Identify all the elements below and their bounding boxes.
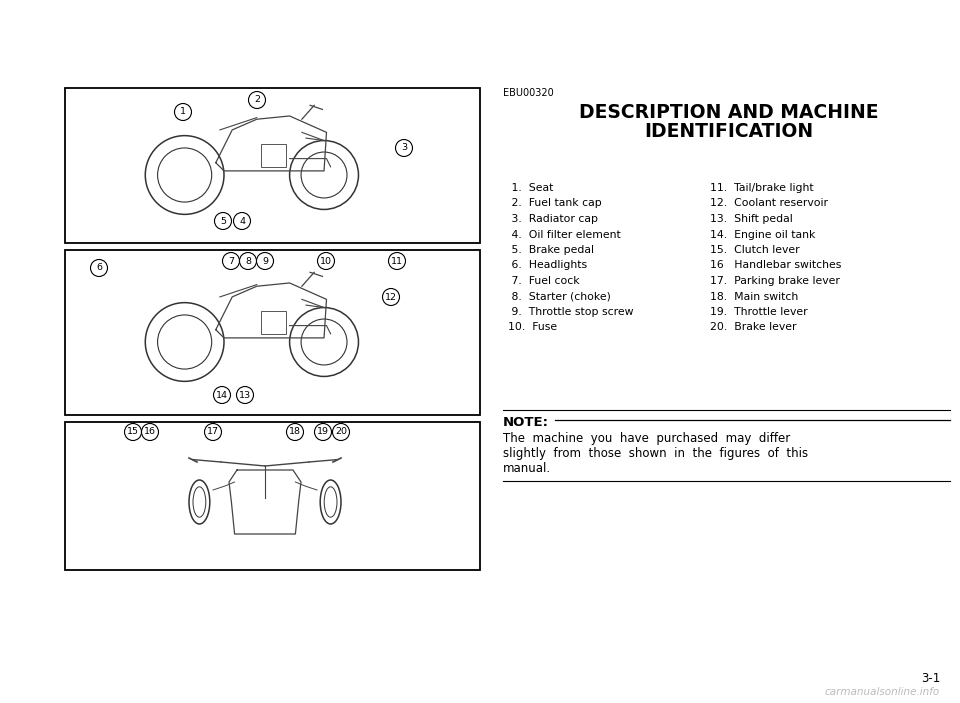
- Text: 13: 13: [239, 390, 252, 399]
- Circle shape: [389, 252, 405, 269]
- Text: 7: 7: [228, 257, 234, 266]
- Text: manual.: manual.: [503, 462, 551, 475]
- Text: 19.  Throttle lever: 19. Throttle lever: [710, 307, 807, 317]
- Text: 18.  Main switch: 18. Main switch: [710, 292, 799, 302]
- Text: 12.  Coolant reservoir: 12. Coolant reservoir: [710, 198, 828, 209]
- Circle shape: [332, 423, 349, 441]
- Text: 3: 3: [401, 143, 407, 153]
- Text: 5: 5: [220, 217, 226, 226]
- Circle shape: [256, 252, 274, 269]
- Text: 8.  Starter (choke): 8. Starter (choke): [508, 292, 611, 302]
- Text: 8: 8: [245, 257, 251, 266]
- Text: 10: 10: [320, 257, 332, 266]
- Circle shape: [318, 252, 334, 269]
- Text: 15.  Clutch lever: 15. Clutch lever: [710, 245, 800, 255]
- Circle shape: [249, 91, 266, 108]
- Text: 19: 19: [317, 427, 329, 437]
- Circle shape: [233, 212, 251, 229]
- Bar: [65, 88, 480, 243]
- Text: 14.  Engine oil tank: 14. Engine oil tank: [710, 229, 815, 240]
- Text: 13.  Shift pedal: 13. Shift pedal: [710, 214, 793, 224]
- Circle shape: [236, 387, 253, 404]
- Circle shape: [141, 423, 158, 441]
- Circle shape: [213, 387, 230, 404]
- Bar: [261, 144, 285, 167]
- Text: 3-1: 3-1: [921, 672, 940, 685]
- Text: 10.  Fuse: 10. Fuse: [508, 323, 557, 333]
- Text: EBU00320: EBU00320: [503, 88, 554, 98]
- Circle shape: [214, 212, 231, 229]
- Text: 16: 16: [144, 427, 156, 437]
- Text: 9: 9: [262, 257, 268, 266]
- Circle shape: [175, 103, 191, 120]
- Text: 6.  Headlights: 6. Headlights: [508, 261, 588, 271]
- Circle shape: [286, 423, 303, 441]
- Circle shape: [382, 288, 399, 306]
- Text: carmanualsonline.info: carmanualsonline.info: [825, 687, 940, 697]
- Text: The  machine  you  have  purchased  may  differ: The machine you have purchased may diffe…: [503, 432, 790, 445]
- Bar: [65, 422, 480, 570]
- Circle shape: [315, 423, 331, 441]
- Text: 9.  Throttle stop screw: 9. Throttle stop screw: [508, 307, 634, 317]
- Text: 6: 6: [96, 264, 102, 273]
- Circle shape: [125, 423, 141, 441]
- Text: 15: 15: [127, 427, 139, 437]
- Text: 12: 12: [385, 292, 397, 302]
- Text: 2.  Fuel tank cap: 2. Fuel tank cap: [508, 198, 602, 209]
- Text: DESCRIPTION AND MACHINE: DESCRIPTION AND MACHINE: [579, 103, 878, 122]
- Text: 3.  Radiator cap: 3. Radiator cap: [508, 214, 598, 224]
- Circle shape: [204, 423, 222, 441]
- Text: 1.  Seat: 1. Seat: [508, 183, 553, 193]
- Text: 1: 1: [180, 108, 186, 117]
- Circle shape: [396, 139, 413, 157]
- Text: 18: 18: [289, 427, 301, 437]
- Text: 14: 14: [216, 390, 228, 399]
- Bar: [261, 311, 285, 334]
- Circle shape: [239, 252, 256, 269]
- Text: 17.  Parking brake lever: 17. Parking brake lever: [710, 276, 840, 286]
- Text: slightly  from  those  shown  in  the  figures  of  this: slightly from those shown in the figures…: [503, 447, 808, 460]
- Text: 16   Handlebar switches: 16 Handlebar switches: [710, 261, 841, 271]
- Text: 11: 11: [391, 257, 403, 266]
- Text: 17: 17: [207, 427, 219, 437]
- Circle shape: [223, 252, 239, 269]
- Text: 7.  Fuel cock: 7. Fuel cock: [508, 276, 580, 286]
- Text: 4: 4: [239, 217, 245, 226]
- Circle shape: [90, 259, 108, 276]
- Text: 20.  Brake lever: 20. Brake lever: [710, 323, 797, 333]
- Text: NOTE:: NOTE:: [503, 416, 549, 429]
- Text: 20: 20: [335, 427, 347, 437]
- Text: IDENTIFICATION: IDENTIFICATION: [644, 122, 813, 141]
- Bar: [65, 250, 480, 415]
- Text: 5.  Brake pedal: 5. Brake pedal: [508, 245, 594, 255]
- Text: 11.  Tail/brake light: 11. Tail/brake light: [710, 183, 814, 193]
- Text: 4.  Oil filter element: 4. Oil filter element: [508, 229, 621, 240]
- Text: 2: 2: [254, 96, 260, 105]
